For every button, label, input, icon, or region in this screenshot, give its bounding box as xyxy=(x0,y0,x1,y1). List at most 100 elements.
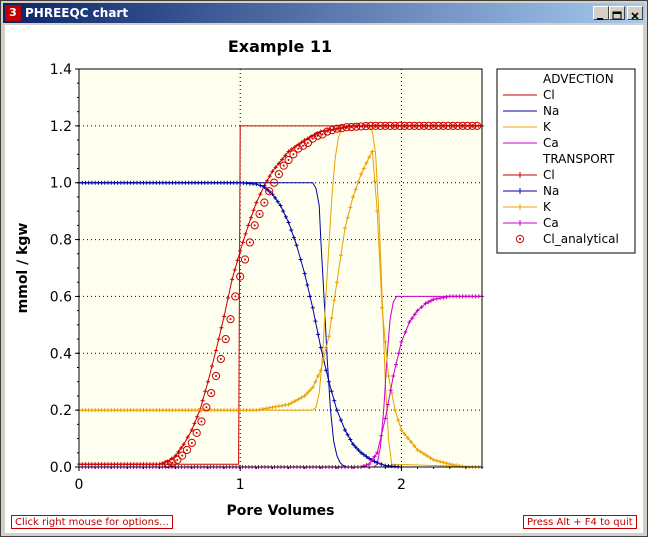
data-point xyxy=(399,339,404,344)
legend-label: K xyxy=(543,200,552,214)
data-point xyxy=(265,187,274,196)
data-point xyxy=(273,404,278,409)
data-point-center xyxy=(461,124,464,127)
data-point-center xyxy=(181,454,184,457)
data-point xyxy=(391,374,396,379)
data-point xyxy=(163,460,172,469)
data-point-center xyxy=(205,406,208,409)
legend-entry: Na xyxy=(503,104,559,118)
minimize-button[interactable] xyxy=(593,6,609,20)
data-point xyxy=(260,198,269,207)
data-point xyxy=(226,315,235,324)
data-point xyxy=(182,445,192,455)
x-tick-label: 2 xyxy=(397,477,406,493)
data-point-center xyxy=(451,124,454,127)
data-point-center xyxy=(326,130,329,133)
data-point xyxy=(386,121,395,130)
data-point xyxy=(419,305,424,310)
data-point xyxy=(425,453,430,458)
data-point xyxy=(372,459,377,464)
data-point xyxy=(327,126,337,135)
data-point xyxy=(286,220,291,225)
chart-title: Example 11 xyxy=(228,37,332,56)
data-point xyxy=(409,439,414,444)
data-point-center xyxy=(210,392,213,395)
data-point xyxy=(342,226,347,231)
legend-swatch-center xyxy=(519,238,521,240)
data-point xyxy=(329,316,334,321)
data-point xyxy=(254,200,259,205)
data-point xyxy=(447,462,452,467)
data-point xyxy=(332,398,337,403)
data-point xyxy=(396,351,401,356)
data-point-center xyxy=(263,201,266,204)
data-point xyxy=(342,123,351,132)
maximize-icon xyxy=(612,11,622,20)
data-point-center xyxy=(364,125,367,128)
data-point-center xyxy=(195,431,198,434)
data-point xyxy=(296,397,301,402)
data-point xyxy=(255,209,264,219)
data-point-center xyxy=(389,124,392,127)
chart-area[interactable]: Example 11 0.0 0.2 0.4 0.6 0.8 1.0 1.2 1.4 0 1 2 P… xyxy=(5,25,643,533)
data-point xyxy=(439,121,448,130)
legend-entry: Cl xyxy=(503,168,555,182)
data-point-center xyxy=(244,258,247,261)
legend-label: K xyxy=(543,120,552,134)
data-point xyxy=(380,305,385,310)
data-point-center xyxy=(422,124,425,127)
legend-entry: Ca xyxy=(503,136,559,150)
title-bar[interactable]: 3 PHREEQC chart xyxy=(3,3,645,23)
legend-label: Ca xyxy=(543,216,559,230)
data-point-center xyxy=(447,124,450,127)
data-point xyxy=(222,314,227,319)
y-tick-label: 0.8 xyxy=(50,233,72,249)
data-point xyxy=(313,319,318,324)
data-point-center xyxy=(316,134,319,137)
options-hint-button[interactable]: Click right mouse for options... xyxy=(11,515,173,529)
data-point xyxy=(444,461,449,466)
data-point-center xyxy=(393,124,396,127)
phreeqc-app-icon[interactable]: 3 xyxy=(5,5,21,21)
y-tick-label: 0.6 xyxy=(50,289,72,305)
data-point xyxy=(326,334,331,339)
data-point xyxy=(203,389,208,394)
data-point xyxy=(207,388,216,398)
data-point xyxy=(209,364,214,369)
data-point xyxy=(369,458,374,463)
data-point xyxy=(168,458,177,467)
data-point xyxy=(293,399,298,404)
legend-label: Ca xyxy=(543,136,559,150)
data-point-center xyxy=(321,133,324,136)
data-point xyxy=(434,296,439,301)
data-point-center xyxy=(374,124,377,127)
x-tick-label: 1 xyxy=(236,477,245,493)
data-point xyxy=(375,460,380,465)
data-point xyxy=(376,121,385,130)
data-point xyxy=(214,348,219,353)
data-point xyxy=(294,144,303,153)
data-point xyxy=(353,187,358,192)
legend-entry: ADVECTION xyxy=(543,72,614,86)
data-point-center xyxy=(215,375,218,378)
data-point-center xyxy=(476,124,479,127)
data-point xyxy=(386,374,391,379)
data-point xyxy=(169,456,174,461)
data-point xyxy=(305,283,310,288)
data-point xyxy=(278,203,283,208)
legend-label: Cl_analytical xyxy=(543,232,619,246)
data-point xyxy=(192,421,197,426)
data-point xyxy=(243,231,248,236)
data-point xyxy=(415,308,420,313)
data-point xyxy=(361,122,371,131)
data-point-center xyxy=(234,295,237,298)
data-point-center xyxy=(258,212,261,215)
quit-hint-button[interactable]: Press Alt + F4 to quit xyxy=(523,515,637,529)
data-point xyxy=(366,121,375,130)
close-button[interactable] xyxy=(627,6,643,20)
data-point-center xyxy=(432,124,435,127)
data-point xyxy=(302,393,307,398)
data-point xyxy=(383,416,388,421)
data-point xyxy=(399,428,404,433)
maximize-button[interactable] xyxy=(609,6,625,20)
